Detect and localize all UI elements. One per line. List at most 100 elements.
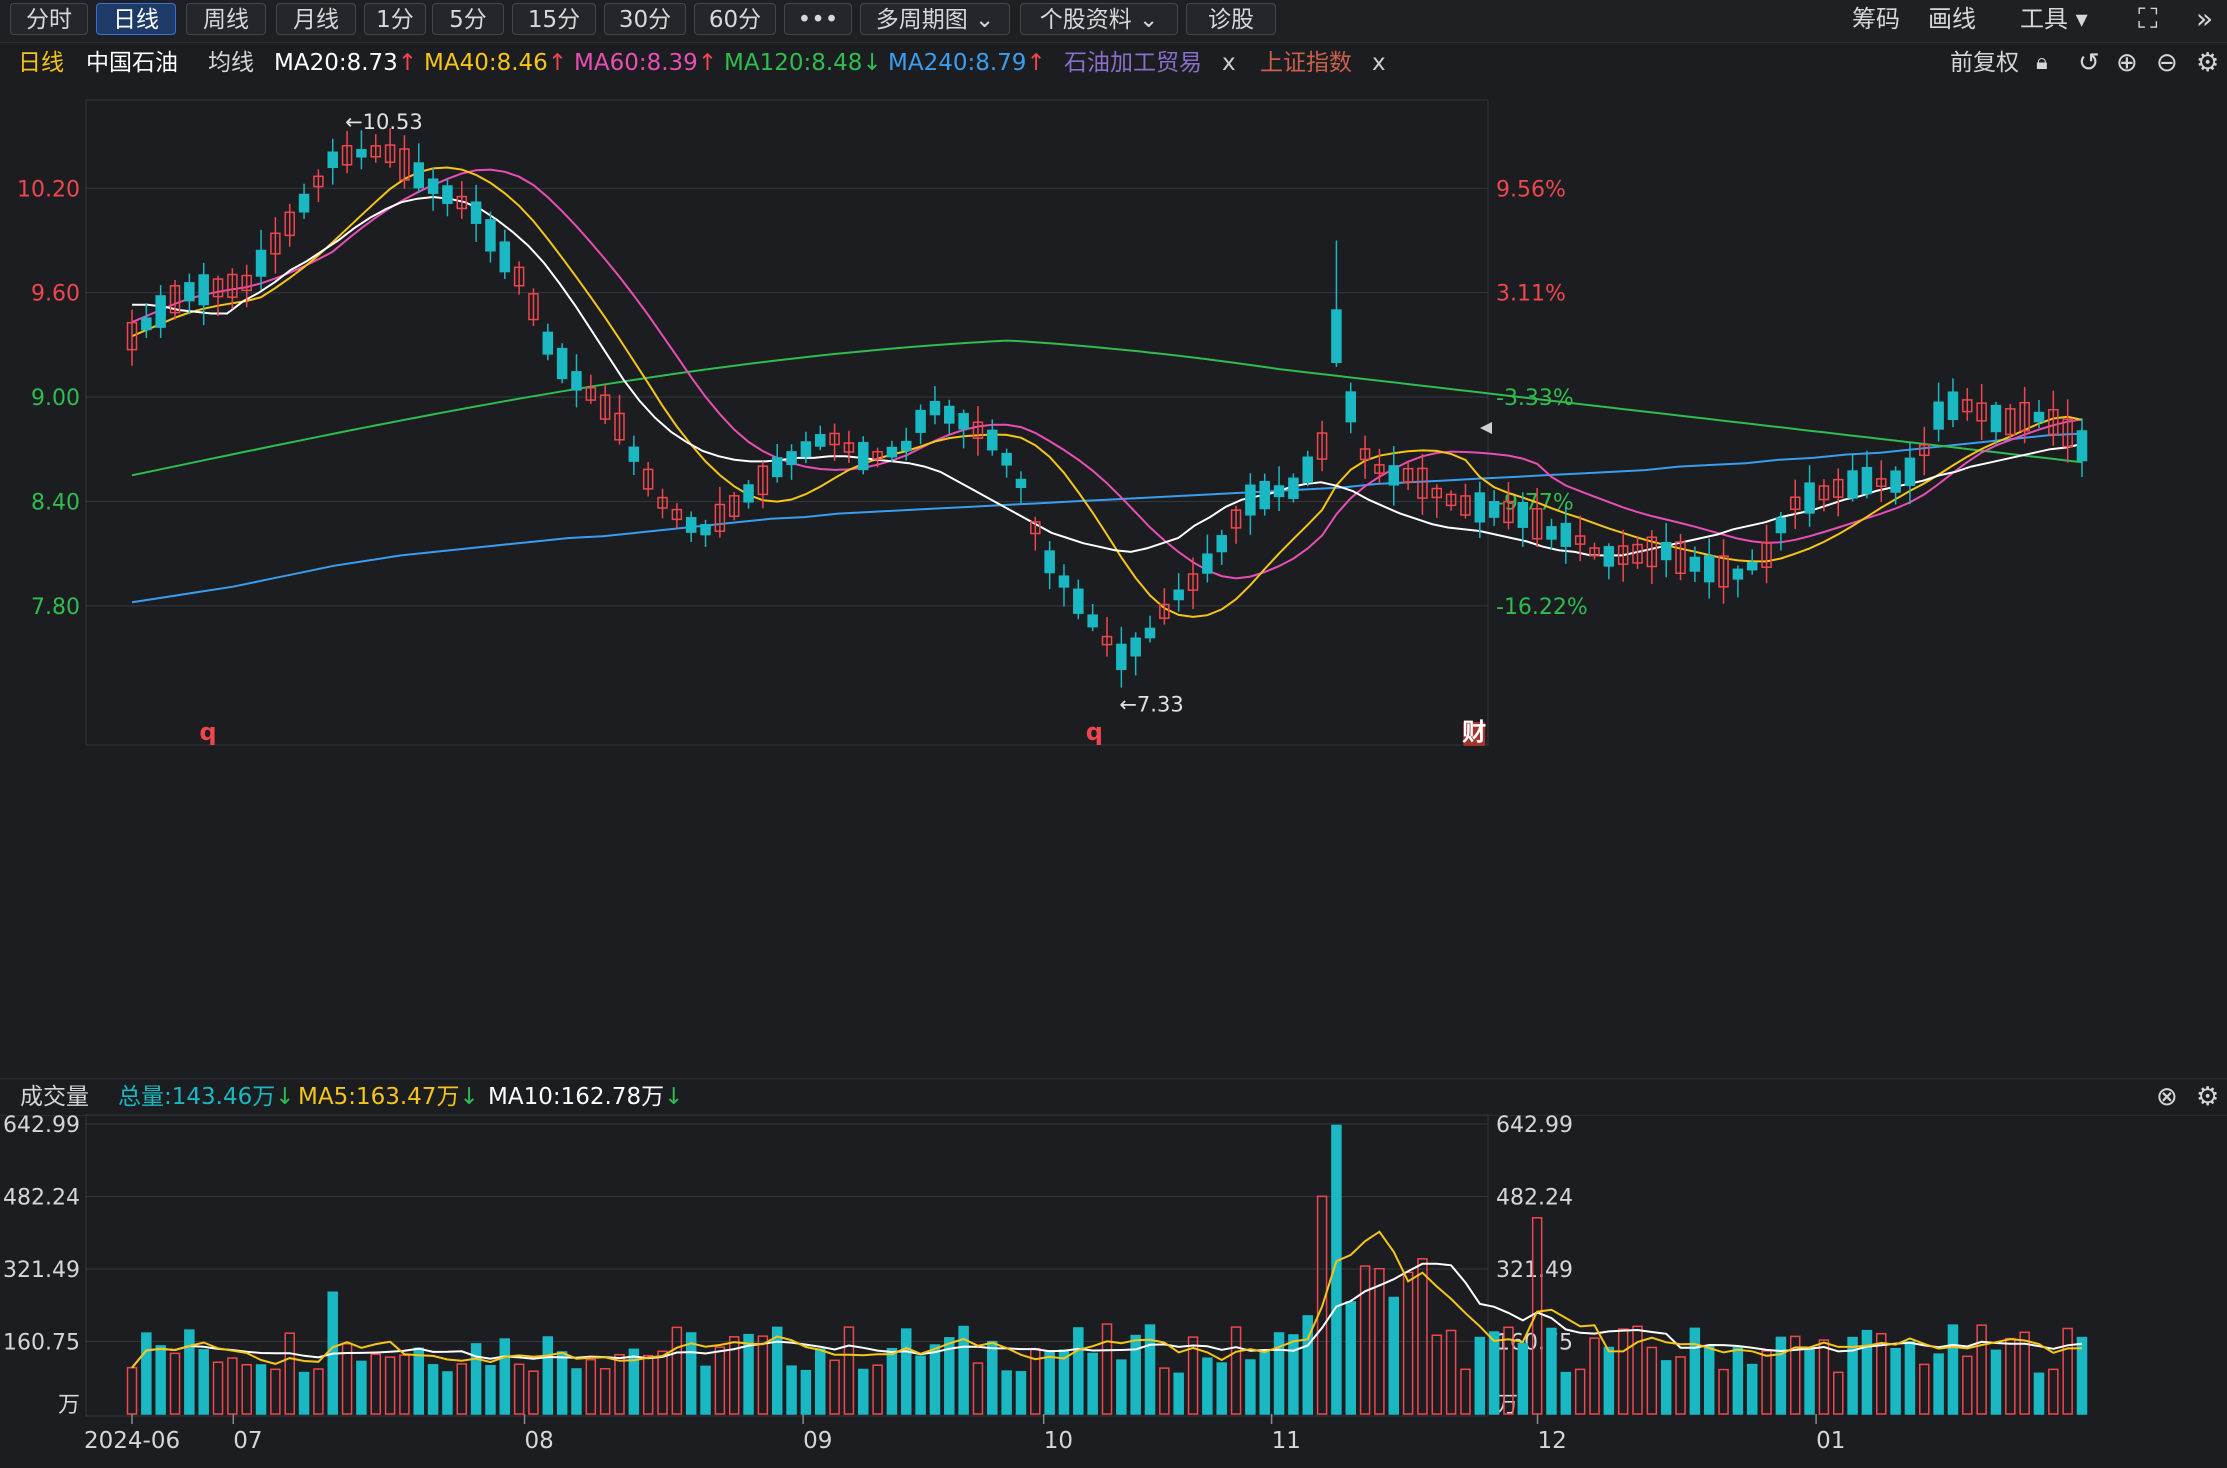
candle-body [1632, 543, 1643, 564]
expand-icon[interactable]: » [2196, 2, 2214, 35]
volume-ma5-line [131, 1230, 2083, 1369]
undo-icon[interactable]: ↺ [2078, 48, 2100, 78]
volume-bar [614, 1353, 625, 1415]
volume-bar [427, 1364, 439, 1415]
period-button-10[interactable]: 多周期图 ⌄ [860, 3, 1010, 35]
chips-button[interactable]: 筹码 [1852, 5, 1900, 33]
tools-button[interactable]: 工具 ▾ [2020, 5, 2088, 33]
candle-body [614, 412, 625, 441]
candle-body [915, 409, 926, 433]
period-button-7[interactable]: 30分 [604, 3, 686, 35]
candle-body [1116, 643, 1127, 671]
candle-body [843, 442, 855, 453]
candle-body [714, 503, 726, 532]
high-price-label: ←10.53 [345, 110, 423, 134]
volume-ma5: MA5:163.47万↓ [298, 1084, 479, 1110]
ma240-value: MA240:8.79↑ [888, 50, 1046, 76]
period-button-11[interactable]: 个股资料 ⌄ [1020, 3, 1178, 35]
period-button-0[interactable]: 分时 [10, 3, 88, 35]
candle-body [341, 144, 353, 166]
period-button-6[interactable]: 15分 [512, 3, 596, 35]
candle-body [1273, 485, 1285, 498]
volume-bar [1947, 1324, 1959, 1415]
volume-frame [85, 1114, 1489, 1417]
candle-body [1761, 541, 1772, 568]
volume-bar [126, 1366, 138, 1415]
ma-info-bar: 日线 中国石油 均线 MA20:8.73↑ MA40:8.46↑ MA60:8.… [0, 44, 2227, 82]
volume-bar [227, 1357, 238, 1415]
volume-bar [901, 1328, 912, 1415]
period-button-12[interactable]: 诊股 [1186, 3, 1276, 35]
candle-body [1316, 432, 1328, 460]
volume-bar [1316, 1195, 1328, 1415]
volume-bar [1890, 1347, 1901, 1415]
period-button-9[interactable]: ••• [784, 3, 852, 35]
period-button-3[interactable]: 月线 [276, 3, 356, 35]
x-axis-label: 10 [1044, 1428, 1073, 1454]
volume-bar [1302, 1315, 1313, 1415]
volume-bar [1919, 1363, 1930, 1415]
volume-settings-icon[interactable]: ⚙ [2196, 1082, 2220, 1112]
volume-bar [1130, 1334, 1141, 1415]
candle-body [1990, 404, 2002, 433]
volume-bar [1402, 1271, 1414, 1415]
ma20-value: MA20:8.73↑ [274, 50, 418, 76]
adjust-mode[interactable]: 前复权 [1950, 50, 2019, 76]
volume-bar [184, 1329, 195, 1415]
candle-body [384, 144, 396, 164]
volume-bar [1216, 1362, 1227, 1415]
volume-bar [341, 1343, 353, 1415]
volume-bar [2048, 1368, 2059, 1415]
draw-line-button[interactable]: 画线 [1928, 5, 1976, 33]
fullscreen-icon[interactable]: ⛶ [2138, 2, 2158, 35]
volume-bar [1861, 1329, 1873, 1415]
candle-body [1288, 477, 1299, 499]
volume-bar [944, 1337, 955, 1415]
period-button-4[interactable]: 1分 [364, 3, 426, 35]
volume-bar [169, 1352, 181, 1415]
candle-body [2076, 430, 2088, 462]
volume-bar [1574, 1368, 1586, 1415]
candlestick-chart[interactable]: 10.20 9.56%9.60 3.11%9.00 -3.33%8.40 -9.77%7… [0, 82, 2227, 1078]
candle-body [1775, 517, 1787, 534]
volume-close-icon[interactable]: ⊗ [2156, 1082, 2178, 1112]
period-button-2[interactable]: 周线 [186, 3, 266, 35]
candle-body [1646, 536, 1658, 568]
zoom-out-icon[interactable]: ⊖ [2156, 48, 2178, 78]
volume-bar [141, 1332, 152, 1415]
candle-body [1417, 467, 1428, 499]
period-button-1[interactable]: 日线 [96, 3, 176, 35]
candle-body [829, 432, 840, 446]
stock-name[interactable]: 中国石油 [86, 50, 178, 76]
candle-body [2005, 408, 2016, 436]
overlay-sector[interactable]: 石油加工贸易 [1064, 50, 1202, 76]
candle-body [212, 278, 224, 298]
period-button-5[interactable]: 5分 [432, 3, 504, 35]
zoom-in-icon[interactable]: ⊕ [2116, 48, 2138, 78]
ma120-line [131, 339, 2083, 477]
candle-body [685, 517, 697, 533]
candle-body [184, 282, 195, 302]
x-axis-label: 11 [1272, 1428, 1301, 1454]
volume-chart[interactable]: 642.99 642.99 482.24 482.24 321.49 321.49 160.… [0, 1114, 2227, 1468]
candle-body [786, 451, 797, 466]
volume-bar [255, 1364, 267, 1415]
overlay-index[interactable]: 上证指数 [1260, 50, 1352, 76]
candle-body [1173, 589, 1184, 601]
volume-tick-left: 160.75 [3, 1330, 80, 1355]
ma120-value: MA120:8.48↓ [724, 50, 882, 76]
overlay-sector-close[interactable]: x [1222, 50, 1236, 76]
candle-body [671, 508, 683, 521]
candle-body [901, 440, 912, 452]
settings-icon[interactable]: ⚙ [2196, 48, 2220, 78]
candle-body [771, 457, 783, 478]
ma-label[interactable]: 均线 [208, 50, 254, 76]
period-button-8[interactable]: 60分 [694, 3, 776, 35]
candle-body [1746, 561, 1758, 571]
volume-bar [1474, 1336, 1486, 1415]
candle-body [1603, 546, 1615, 567]
lock-icon[interactable]: 🔒︎ [2036, 50, 2048, 75]
volume-bar [1503, 1326, 1514, 1415]
overlay-index-close[interactable]: x [1372, 50, 1386, 76]
volume-bar [456, 1363, 468, 1415]
